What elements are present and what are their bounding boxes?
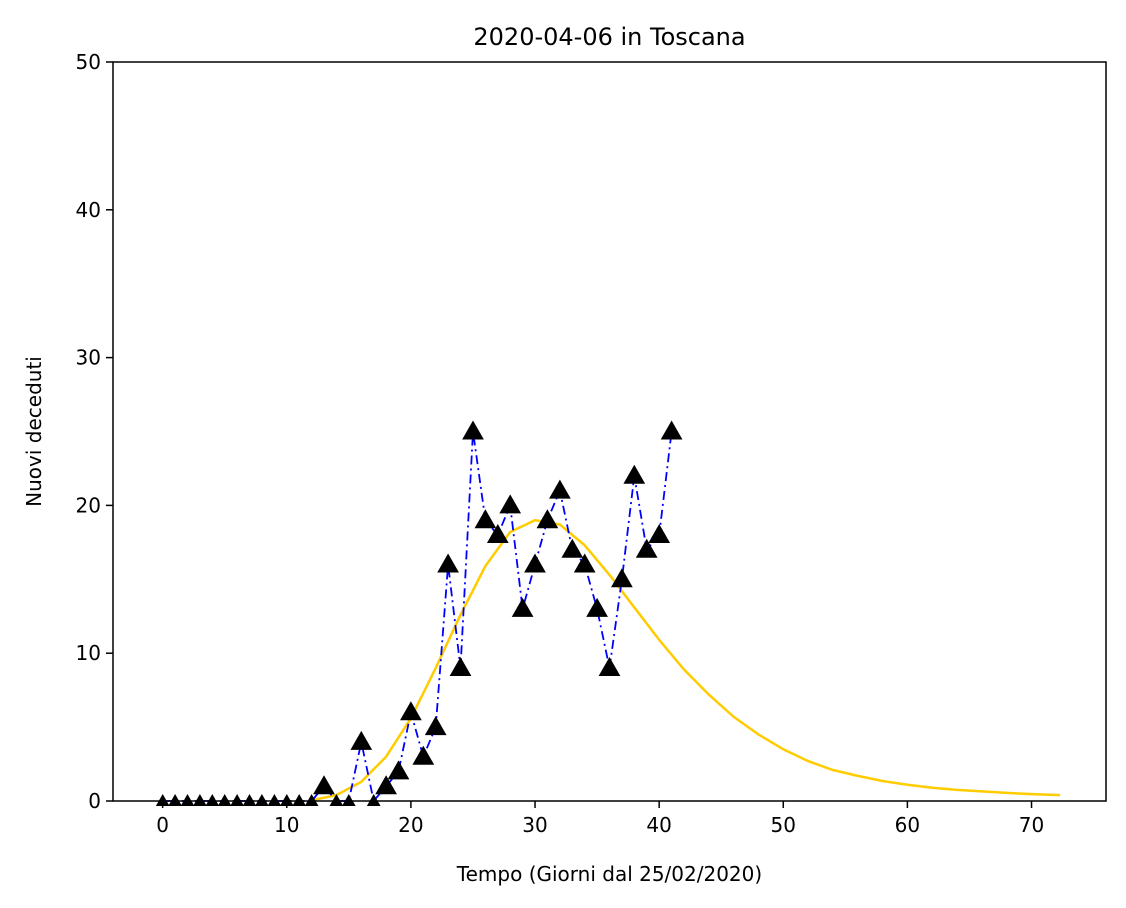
y-axis-label: Nuovi deceduti bbox=[22, 356, 46, 507]
data-point bbox=[536, 509, 559, 529]
data-point bbox=[611, 568, 633, 588]
data-point bbox=[598, 656, 621, 676]
x-axis: 0 10 20 30 40 50 60 70 bbox=[156, 801, 1044, 837]
data-point bbox=[648, 523, 671, 543]
data-point bbox=[499, 494, 522, 514]
x-tick-label: 60 bbox=[895, 813, 920, 837]
data-point bbox=[586, 597, 608, 617]
data-point bbox=[635, 538, 658, 558]
y-axis: 0 10 20 30 40 50 bbox=[76, 50, 113, 813]
data-point bbox=[400, 701, 422, 721]
y-tick-label: 20 bbox=[76, 493, 101, 517]
data-point bbox=[660, 420, 683, 440]
x-tick-label: 40 bbox=[646, 813, 671, 837]
y-tick-label: 40 bbox=[76, 198, 101, 222]
data-point bbox=[313, 775, 335, 795]
data-point bbox=[486, 523, 509, 543]
y-tick-label: 30 bbox=[76, 346, 101, 370]
data-point bbox=[387, 760, 410, 780]
data-point bbox=[412, 745, 435, 765]
data-point bbox=[437, 553, 459, 573]
plot-layer bbox=[155, 420, 1061, 806]
data-point bbox=[623, 464, 646, 484]
data-point bbox=[573, 553, 596, 573]
plot-frame bbox=[112, 61, 1107, 802]
data-point bbox=[449, 656, 472, 676]
chart-title: 2020-04-06 in Toscana bbox=[473, 23, 745, 51]
data-point bbox=[549, 479, 571, 499]
data-point bbox=[561, 538, 584, 558]
data-point bbox=[462, 420, 484, 440]
fitted-curve bbox=[311, 518, 1061, 802]
x-tick-label: 70 bbox=[1019, 813, 1044, 837]
x-tick-label: 20 bbox=[398, 813, 423, 837]
y-tick-label: 0 bbox=[88, 789, 101, 813]
x-tick-label: 10 bbox=[274, 813, 299, 837]
y-tick-label: 50 bbox=[76, 50, 101, 74]
x-tick-label: 0 bbox=[156, 813, 169, 837]
x-tick-label: 50 bbox=[771, 813, 796, 837]
data-point bbox=[511, 597, 534, 617]
data-point bbox=[474, 509, 497, 529]
data-point bbox=[375, 775, 397, 795]
data-point bbox=[424, 716, 447, 736]
data-point bbox=[350, 730, 373, 750]
x-axis-label: Tempo (Giorni dal 25/02/2020) bbox=[456, 862, 762, 886]
x-tick-label: 30 bbox=[522, 813, 547, 837]
y-tick-label: 10 bbox=[76, 641, 101, 665]
data-point bbox=[524, 553, 546, 573]
